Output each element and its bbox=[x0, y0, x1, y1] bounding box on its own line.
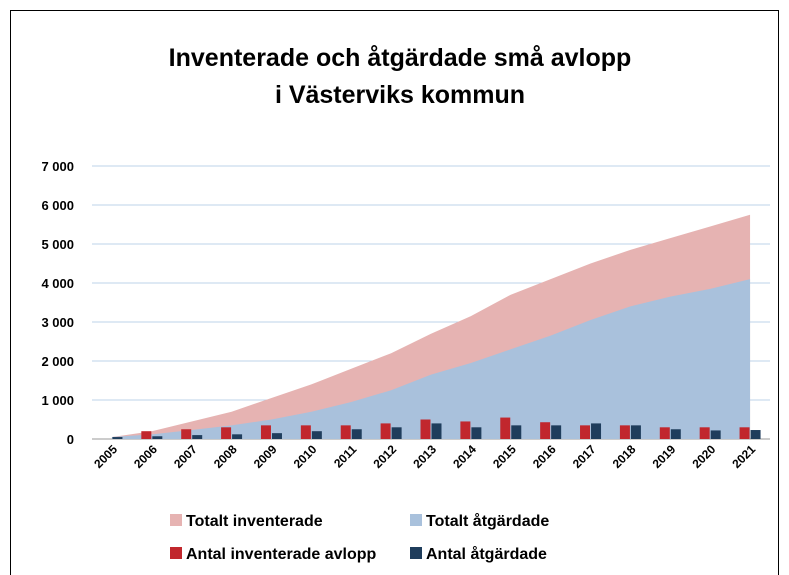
y-tick-label: 4 000 bbox=[41, 276, 74, 291]
bar bbox=[591, 423, 602, 439]
legend-label: Antal inventerade avlopp bbox=[186, 546, 376, 563]
bar bbox=[471, 427, 482, 439]
legend-swatch bbox=[170, 514, 182, 526]
bar bbox=[540, 422, 551, 439]
bar bbox=[271, 433, 282, 439]
bar bbox=[192, 435, 203, 439]
bar bbox=[420, 419, 431, 439]
bar bbox=[619, 425, 630, 439]
y-tick-label: 3 000 bbox=[41, 315, 74, 330]
bar bbox=[380, 423, 391, 439]
legend-label: Totalt inventerade bbox=[186, 513, 323, 530]
bar bbox=[431, 423, 442, 439]
bar bbox=[739, 427, 750, 439]
bar bbox=[710, 430, 721, 439]
y-tick-label: 0 bbox=[67, 432, 74, 447]
bar bbox=[551, 425, 562, 439]
area bbox=[111, 279, 751, 439]
bar bbox=[311, 431, 322, 439]
bar bbox=[580, 425, 591, 439]
y-tick-label: 2 000 bbox=[41, 354, 74, 369]
y-tick-label: 5 000 bbox=[41, 237, 74, 252]
y-tick-label: 7 000 bbox=[41, 159, 74, 174]
bar bbox=[152, 436, 163, 439]
legend-swatch bbox=[410, 514, 422, 526]
chart-title: i Västerviks kommun bbox=[275, 81, 525, 109]
legend-swatch bbox=[410, 547, 422, 559]
bar bbox=[699, 427, 710, 439]
bar bbox=[750, 430, 761, 439]
y-tick-label: 6 000 bbox=[41, 198, 74, 213]
legend-label: Totalt åtgärdade bbox=[426, 512, 549, 530]
bar bbox=[260, 425, 271, 439]
bar bbox=[181, 429, 192, 439]
bar bbox=[391, 427, 402, 439]
bar bbox=[630, 425, 641, 439]
legend-label: Antal åtgärdade bbox=[426, 545, 547, 563]
bar bbox=[141, 431, 152, 439]
bar bbox=[221, 427, 232, 439]
y-tick-label: 1 000 bbox=[41, 393, 74, 408]
bar bbox=[460, 421, 471, 439]
bar bbox=[500, 417, 511, 439]
bar bbox=[511, 425, 522, 439]
bar bbox=[659, 427, 670, 439]
chart-title: Inventerade och åtgärdade små avlopp bbox=[169, 44, 632, 72]
bar bbox=[112, 437, 123, 439]
bar bbox=[232, 434, 243, 439]
bar bbox=[351, 429, 362, 439]
legend-swatch bbox=[170, 547, 182, 559]
bar bbox=[300, 425, 311, 439]
bar bbox=[340, 425, 351, 439]
bar bbox=[670, 429, 681, 439]
